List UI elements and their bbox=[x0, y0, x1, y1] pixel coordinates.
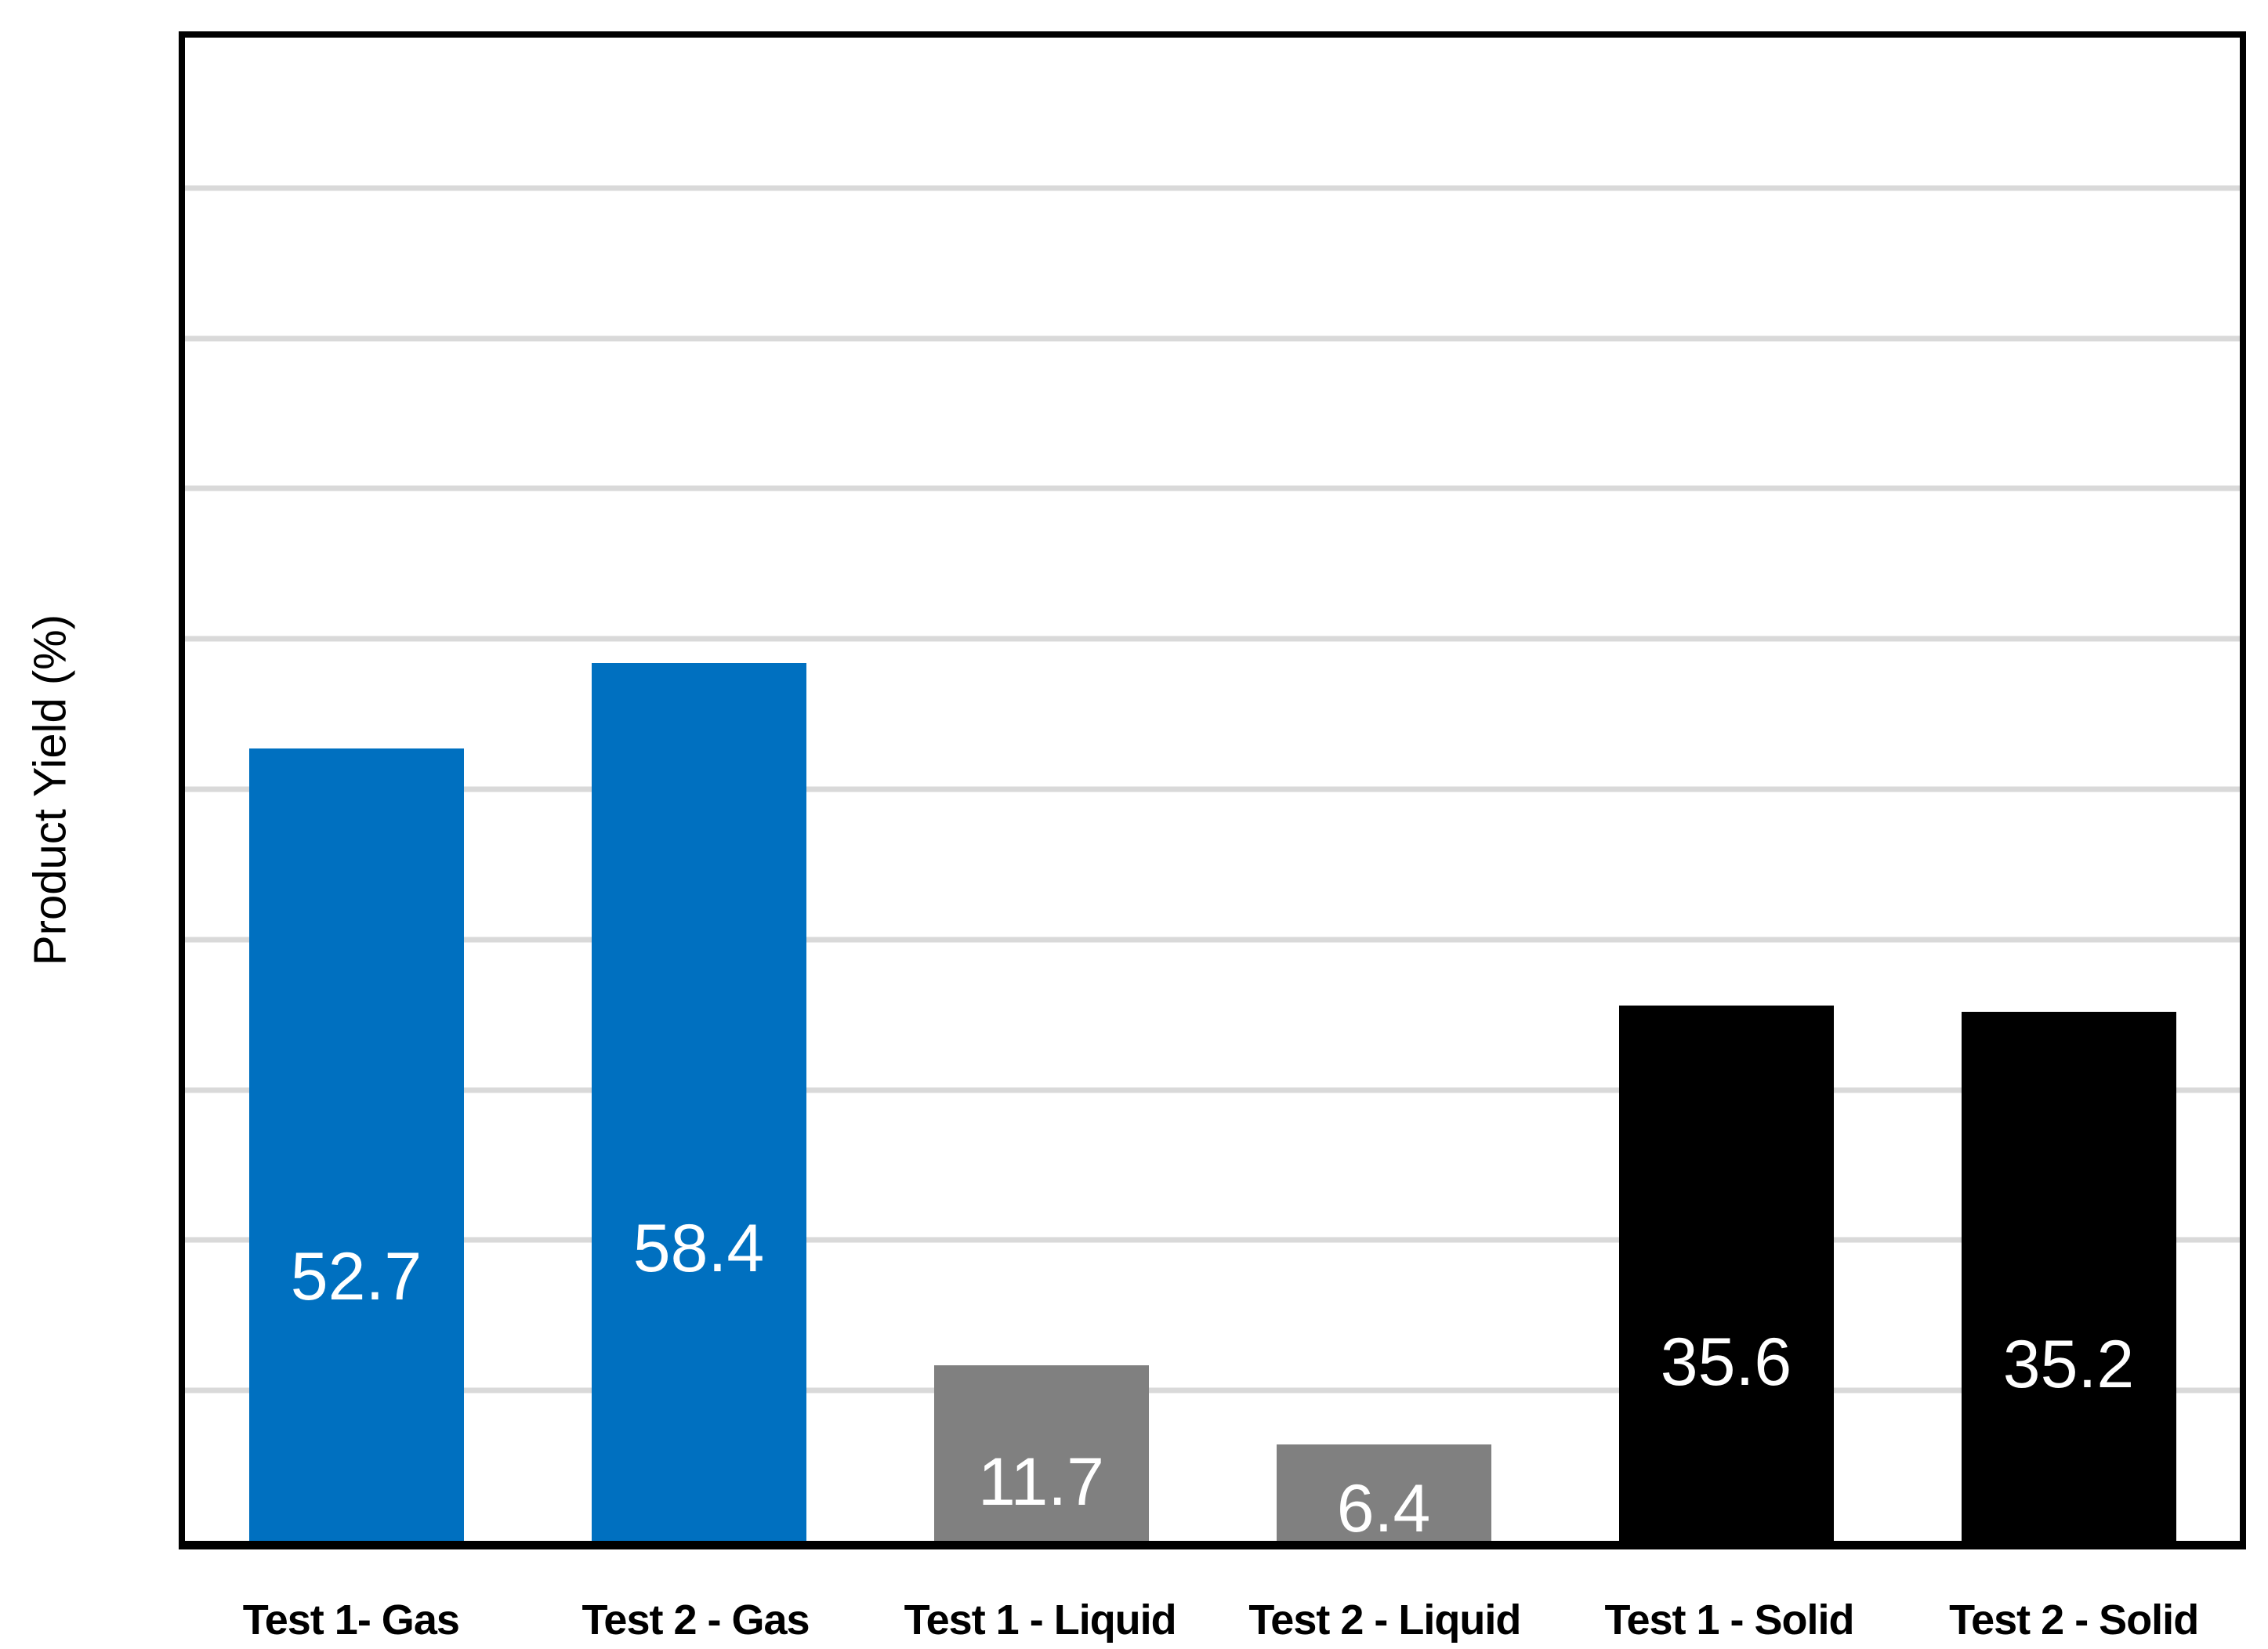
gridline-50 bbox=[185, 786, 2240, 792]
gridline-90 bbox=[185, 185, 2240, 191]
plot-area: 52.7 58.4 11.7 6.4 35.6 35.2 bbox=[179, 31, 2246, 1549]
data-label-test-2-liquid: 6.4 bbox=[1336, 1471, 1431, 1547]
data-label-test-2-solid: 35.2 bbox=[2002, 1326, 2135, 1402]
bar-test-2-solid: 35.2 bbox=[1961, 1011, 2176, 1541]
bar-test-2-liquid: 6.4 bbox=[1276, 1444, 1491, 1547]
bar-test-1-liquid: 11.7 bbox=[933, 1365, 1149, 1541]
gridline-70 bbox=[185, 485, 2240, 491]
x-axis-label-test-1-solid: Test 1 - Solid bbox=[1604, 1596, 1854, 1644]
data-label-test-2-gas: 58.4 bbox=[632, 1210, 765, 1286]
gridline-10 bbox=[185, 1387, 2240, 1393]
gridline-20 bbox=[185, 1237, 2240, 1243]
x-axis-label-test-1-liquid: Test 1 - Liquid bbox=[904, 1596, 1177, 1644]
y-axis-title: Product Yield (%) bbox=[24, 614, 76, 966]
x-axis-label-test-1-gas: Test 1- Gas bbox=[242, 1596, 460, 1644]
x-axis-label-test-2-liquid: Test 2 - Liquid bbox=[1248, 1596, 1521, 1644]
data-label-test-1-liquid: 11.7 bbox=[978, 1444, 1104, 1520]
x-axis-labels: Test 1- Gas Test 2 - Gas Test 1 - Liquid Te… bbox=[179, 1588, 2246, 1649]
gridline-30 bbox=[185, 1087, 2240, 1093]
bar-test-1-solid: 35.6 bbox=[1618, 1006, 1834, 1541]
gridline-60 bbox=[185, 636, 2240, 642]
x-axis-label-test-2-solid: Test 2 - Solid bbox=[1949, 1596, 2199, 1644]
data-label-test-1-solid: 35.6 bbox=[1660, 1325, 1792, 1401]
gridline-80 bbox=[185, 335, 2240, 342]
bar-test-1-gas: 52.7 bbox=[248, 748, 464, 1541]
data-label-test-1-gas: 52.7 bbox=[290, 1239, 422, 1315]
gridline-40 bbox=[185, 937, 2240, 943]
bar-test-2-gas: 58.4 bbox=[591, 662, 806, 1541]
x-axis-label-test-2-gas: Test 2 - Gas bbox=[581, 1596, 810, 1644]
